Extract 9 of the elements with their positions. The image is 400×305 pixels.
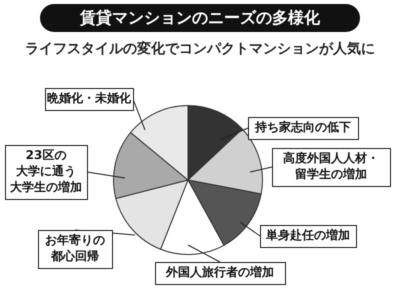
slice-label: 単身赴任の増加 — [265, 228, 350, 242]
chart-title: 賃貸マンションのニーズの多様化 — [40, 4, 360, 32]
slice-label: 高度外国人人材・留学生の増加 — [283, 151, 379, 182]
slice-label: 晩婚化・未婚化 — [47, 91, 132, 106]
chart-subtitle: ライフスタイルの変化でコンパクトマンションが人気に — [24, 40, 376, 58]
slice-label: 外国人旅行者の増加 — [165, 265, 274, 280]
slice-label: お年寄りの都心回帰 — [45, 233, 105, 264]
slice-label: 持ち家志向の低下 — [254, 120, 351, 134]
slice-label: 23区の大学に通う大学生の増加 — [10, 148, 82, 194]
